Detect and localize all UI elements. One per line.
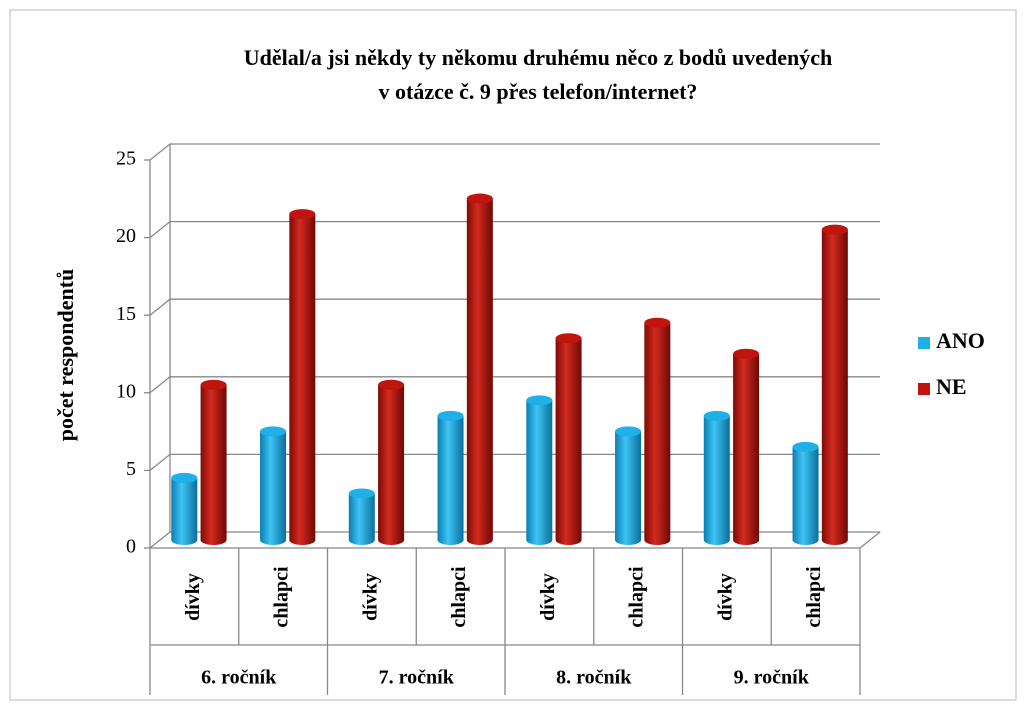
y-axis-title: počet respondentů bbox=[53, 269, 78, 442]
bar bbox=[703, 415, 730, 545]
x-tick-label: dívky bbox=[359, 573, 381, 621]
bar bbox=[555, 338, 582, 545]
bar-cap bbox=[200, 379, 227, 390]
bar bbox=[200, 384, 227, 545]
bar bbox=[821, 229, 848, 545]
grid-line bbox=[149, 143, 880, 161]
bar bbox=[437, 415, 464, 545]
legend-swatch bbox=[918, 337, 930, 349]
legend-label: ANO bbox=[936, 328, 985, 353]
bar-cap bbox=[555, 333, 582, 344]
x-tick-label: chlapci bbox=[803, 566, 825, 628]
bar-cap bbox=[792, 441, 819, 452]
grid-line bbox=[149, 220, 880, 239]
x-tick-label: chlapci bbox=[626, 566, 648, 628]
bar bbox=[171, 477, 198, 545]
x-tick-label: dívky bbox=[182, 573, 204, 621]
y-tick-label: 25 bbox=[116, 148, 136, 170]
legend-swatch bbox=[918, 383, 930, 395]
bar bbox=[466, 198, 493, 545]
chart-title: Udělal/a jsi někdy ty někomu druhému něc… bbox=[244, 45, 833, 70]
grid-line bbox=[149, 531, 880, 549]
bar-cap bbox=[171, 472, 198, 483]
bar-cap bbox=[378, 379, 405, 390]
bar-cap bbox=[733, 348, 760, 359]
bar bbox=[615, 431, 642, 545]
bar-cap bbox=[348, 488, 375, 499]
floor-edge bbox=[859, 531, 881, 549]
chart-title: v otázce č. 9 přes telefon/internet? bbox=[379, 79, 698, 104]
bar bbox=[348, 493, 375, 545]
bar-cap bbox=[526, 395, 553, 406]
bar bbox=[733, 353, 760, 545]
bar-cap bbox=[615, 426, 642, 437]
y-tick-label: 20 bbox=[116, 225, 136, 247]
bar-cap bbox=[821, 224, 848, 235]
group-label: 9. ročník bbox=[734, 667, 810, 689]
bar bbox=[644, 322, 671, 545]
chart-border bbox=[9, 9, 1017, 701]
bar-cap bbox=[703, 410, 730, 421]
x-tick-label: dívky bbox=[537, 573, 559, 621]
grid-line bbox=[149, 453, 880, 471]
y-tick-label: 10 bbox=[116, 380, 136, 402]
legend-label: NE bbox=[936, 374, 967, 399]
bar-cap bbox=[644, 317, 671, 328]
y-tick-label: 15 bbox=[116, 303, 136, 325]
bar bbox=[526, 400, 553, 545]
y-tick-label: 5 bbox=[126, 458, 136, 480]
bar bbox=[378, 384, 405, 545]
x-tick-label: chlapci bbox=[271, 566, 293, 628]
grid-line bbox=[149, 298, 880, 316]
bar-cap bbox=[260, 426, 287, 437]
group-label: 6. ročník bbox=[201, 667, 277, 689]
bar bbox=[260, 431, 287, 545]
bar-cap bbox=[289, 209, 316, 220]
group-label: 8. ročník bbox=[556, 667, 632, 689]
y-tick-label: 0 bbox=[126, 536, 136, 558]
bar bbox=[792, 446, 819, 545]
bar-cap bbox=[437, 410, 464, 421]
x-tick-label: dívky bbox=[714, 573, 736, 621]
group-label: 7. ročník bbox=[379, 667, 455, 689]
bar bbox=[289, 214, 316, 545]
x-tick-label: chlapci bbox=[448, 566, 470, 628]
grid-line bbox=[149, 376, 880, 394]
bar-cap bbox=[466, 193, 493, 204]
